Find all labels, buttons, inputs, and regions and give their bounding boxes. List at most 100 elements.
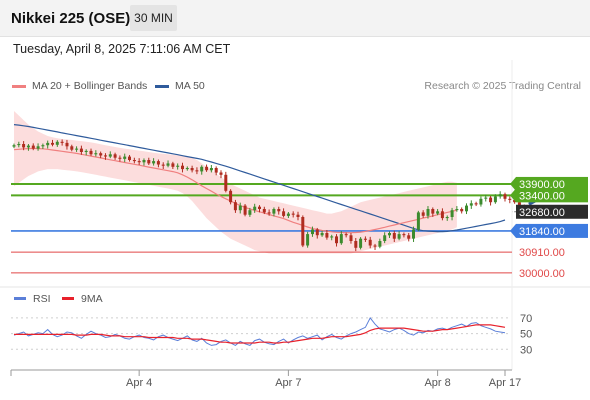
candle-body <box>46 142 50 146</box>
candle-body <box>508 198 512 200</box>
candle-body <box>89 150 93 155</box>
x-tick-label: Apr 8 <box>424 377 450 389</box>
candle-body <box>397 234 401 239</box>
candle-body <box>205 166 209 171</box>
candle-body <box>79 148 83 152</box>
candle-body <box>190 168 194 171</box>
candle-body <box>359 238 363 248</box>
candle-body <box>469 203 473 206</box>
candle-body <box>388 233 391 236</box>
candle-body <box>306 234 310 246</box>
candle-body <box>335 236 338 244</box>
candle-body <box>436 211 440 214</box>
candle-body <box>474 203 478 205</box>
candle-body <box>185 168 189 170</box>
candle-body <box>517 202 521 207</box>
candle-body <box>503 194 507 199</box>
candle-body <box>267 212 271 214</box>
candle-body <box>383 235 387 241</box>
candle-body <box>378 241 382 247</box>
candle-body <box>238 205 242 211</box>
candle-body <box>26 145 30 148</box>
candle-body <box>224 174 228 191</box>
rsi-legend-swatch <box>62 297 74 300</box>
x-tick-label: Apr 7 <box>275 377 301 389</box>
candle-body <box>31 145 35 149</box>
candle-body <box>426 209 430 216</box>
legend-item-ma20: MA 20 + Bollinger Bands <box>12 80 147 92</box>
rsi-tick-label: 30 <box>520 344 532 356</box>
candle-body <box>460 209 464 212</box>
candle-body <box>123 156 127 159</box>
candle-body <box>315 229 319 236</box>
ma50-swatch <box>155 84 169 88</box>
candle-body <box>484 197 488 199</box>
candle-body <box>137 161 141 163</box>
level-tag-pointer <box>510 176 516 191</box>
level-tag-pivot <box>516 223 588 238</box>
candle-body <box>243 205 247 215</box>
candle-body <box>94 153 98 155</box>
candle-body <box>363 238 367 240</box>
candle-body <box>258 206 261 209</box>
legend-item-ma50: MA 50 <box>155 80 205 92</box>
candle-body <box>70 146 74 150</box>
candle-body <box>455 209 459 211</box>
candle-body <box>22 144 26 148</box>
candle-body <box>277 209 281 212</box>
level-tag-current <box>516 204 588 219</box>
candle-body <box>320 233 324 236</box>
candle-body <box>445 217 449 219</box>
candle-body <box>282 211 286 216</box>
candle-body <box>233 202 237 211</box>
candle-body <box>286 213 290 216</box>
instrument-title: Nikkei 225 (OSE) <box>11 10 131 27</box>
header-bar: Nikkei 225 (OSE) 30 MIN <box>0 0 590 37</box>
candle-body <box>493 196 497 203</box>
candle-body <box>75 148 79 150</box>
ma20-swatch <box>12 84 26 88</box>
candle-body <box>311 229 314 235</box>
candle-body <box>440 211 444 219</box>
ma50-line <box>13 124 506 233</box>
candle-body <box>421 212 425 216</box>
interval-button[interactable]: 30 MIN <box>130 5 177 31</box>
rsi-legend-label: RSI <box>33 293 51 305</box>
rsi-tick-label: 50 <box>520 329 532 341</box>
candle-body <box>17 144 21 146</box>
candle-body <box>344 234 348 236</box>
bollinger-band <box>14 111 457 254</box>
rsi-legend-swatch <box>14 297 26 300</box>
candle-body <box>195 170 199 172</box>
candle-body <box>176 165 180 167</box>
candle-body <box>412 229 415 239</box>
candle-body <box>392 233 396 239</box>
candle-body <box>339 234 343 244</box>
level-label-current: 32680.00 <box>519 207 565 219</box>
candle-body <box>41 145 45 147</box>
level-label-pivot: 31840.00 <box>519 226 565 238</box>
level-tag-resistance <box>516 176 588 191</box>
candle-body <box>330 236 334 238</box>
candle-body <box>200 166 204 172</box>
candle-body <box>152 161 156 164</box>
candle-body <box>108 154 112 157</box>
candle-body <box>354 241 358 248</box>
candle-body <box>181 165 184 170</box>
candle-body <box>12 145 16 147</box>
level-label-support: 30000.00 <box>519 268 565 280</box>
rsi-legend-label: 9MA <box>81 293 103 305</box>
candle-body <box>51 142 54 145</box>
candle-body <box>373 245 377 247</box>
candle-body <box>272 209 276 214</box>
candle-body <box>368 239 372 246</box>
candle-body <box>36 146 40 149</box>
x-tick-label: Apr 4 <box>126 377 152 389</box>
candle-body <box>118 157 122 159</box>
level-tag-resistance <box>516 188 588 203</box>
candle-body <box>416 212 420 230</box>
candle-body <box>513 199 517 203</box>
candle-body <box>296 214 300 217</box>
